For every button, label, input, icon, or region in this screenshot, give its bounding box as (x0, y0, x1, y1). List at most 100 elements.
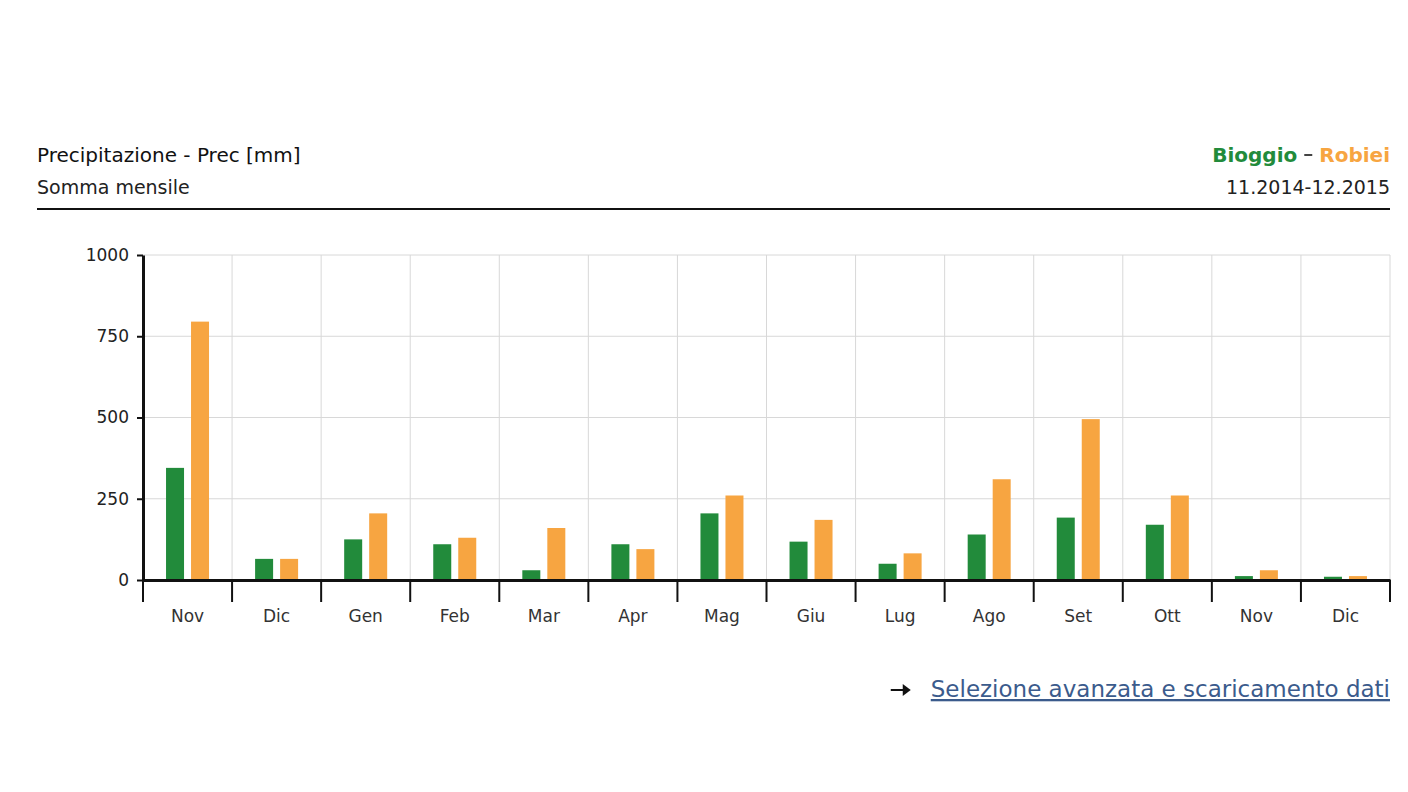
x-tick: Gen (348, 606, 382, 626)
y-tick: 0 (118, 570, 143, 590)
x-boundary-tick (142, 580, 144, 602)
bar (344, 539, 362, 580)
series (191, 322, 1367, 580)
bar (1171, 496, 1189, 581)
x-boundary-tick (676, 580, 678, 602)
x-boundary-tick (855, 580, 857, 602)
x-tick-label: Gen (348, 606, 382, 626)
bar (280, 559, 298, 580)
bar (904, 553, 922, 580)
bar (1146, 525, 1164, 580)
y-tick-label: 250 (97, 489, 129, 509)
grid-line-x (944, 255, 945, 580)
grid-line-x (766, 255, 767, 580)
date-range: 11.2014-12.2015 (1226, 176, 1390, 198)
grid-line-x (1033, 255, 1034, 580)
bar (433, 544, 451, 580)
x-tick: Nov (171, 606, 204, 626)
x-boundary-tick (231, 580, 233, 602)
x-tick: Dic (1332, 606, 1359, 626)
x-tick-label: Ott (1154, 606, 1181, 626)
x-tick: Mar (528, 606, 560, 626)
x-tick-label: Nov (1240, 606, 1273, 626)
grid-line-x (1122, 255, 1123, 580)
x-boundary-tick (944, 580, 946, 602)
x-tick: Ago (973, 606, 1006, 626)
bar (458, 538, 476, 580)
x-tick: Feb (440, 606, 470, 626)
x-boundary-tick (1300, 580, 1302, 602)
download-link[interactable]: Selezione avanzata e scaricamento dati (931, 676, 1390, 702)
grid-line-x (1390, 255, 1391, 580)
y-tick-label: 1000 (86, 245, 129, 265)
x-tick-label: Dic (1332, 606, 1359, 626)
y-tick: 250 (97, 489, 143, 509)
bar (636, 549, 654, 580)
grid (143, 255, 1390, 580)
x-tick: Apr (618, 606, 647, 626)
grid-line-x (499, 255, 500, 580)
bar (191, 322, 209, 580)
grid-line-x (410, 255, 411, 580)
bar (611, 544, 629, 580)
grid-line-x (677, 255, 678, 580)
x-tick: Set (1064, 606, 1092, 626)
header-rule (37, 208, 1390, 210)
x-boundary-tick (1122, 580, 1124, 602)
x-tick-label: Mag (704, 606, 740, 626)
bar (879, 564, 897, 580)
y-tick: 1000 (86, 245, 143, 265)
series (166, 468, 1342, 580)
bar (790, 542, 808, 580)
x-tick-label: Mar (528, 606, 560, 626)
x-tick: Lug (885, 606, 916, 626)
x-tick-label: Apr (618, 606, 647, 626)
x-tick-label: Nov (171, 606, 204, 626)
y-tick-label: 500 (97, 407, 129, 427)
bar (968, 535, 986, 581)
x-boundary-tick (1389, 580, 1391, 602)
y-tick-mark (137, 417, 143, 419)
bar (547, 528, 565, 580)
bar (369, 513, 387, 580)
bar (1057, 518, 1075, 580)
x-tick-label: Feb (440, 606, 470, 626)
grid-line-x (1300, 255, 1301, 580)
bar (1082, 419, 1100, 580)
y-tick: 750 (97, 326, 143, 346)
legend-entry: Bioggio (1212, 143, 1297, 167)
bar (993, 479, 1011, 580)
grid-line-x (588, 255, 589, 580)
legend: Robiei Bioggio (1212, 143, 1390, 167)
y-tick-mark (137, 498, 143, 500)
x-boundary-tick (409, 580, 411, 602)
x-tick-label: Dic (263, 606, 290, 626)
x-tick: Ott (1154, 606, 1181, 626)
y-tick-mark (137, 336, 143, 338)
arrow-head (903, 684, 911, 696)
bar (166, 468, 184, 580)
grid-line-x (855, 255, 856, 580)
x-boundary-tick (498, 580, 500, 602)
y-tick: 500 (97, 407, 143, 427)
bars (166, 322, 1367, 580)
x-tick-label: Set (1064, 606, 1092, 626)
x-tick: Mag (704, 606, 740, 626)
legend-entry: Robiei (1319, 143, 1390, 167)
legend-separator (1304, 154, 1312, 156)
title: Precipitazione - Prec [mm] (37, 143, 301, 167)
link-arrow (891, 684, 911, 696)
x-boundary-tick (1211, 580, 1213, 602)
x-tick: Dic (263, 606, 290, 626)
bar (725, 496, 743, 581)
grid-line-x (1211, 255, 1212, 580)
y-axis: 0 250 500 750 1000 (86, 245, 144, 590)
y-tick-mark (137, 255, 143, 257)
bar (522, 570, 540, 580)
x-boundary-tick (1033, 580, 1035, 602)
x-tick-label: Ago (973, 606, 1006, 626)
grid-line-x (232, 255, 233, 580)
x-axis: Nov Dic Gen Feb Mar Apr Mag Giu Lug Ago Set Ott Nov D… (143, 580, 1391, 626)
x-tick-label: Giu (797, 606, 826, 626)
bar (815, 520, 833, 580)
